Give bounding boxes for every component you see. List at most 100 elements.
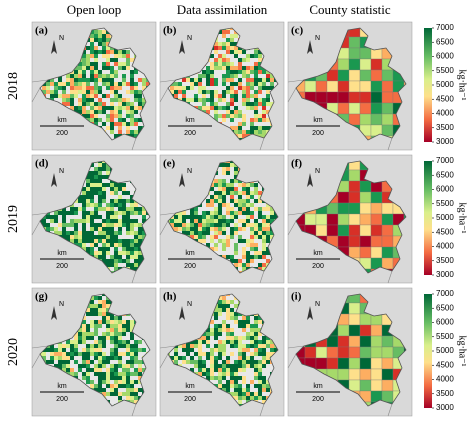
- raster-cell: [74, 223, 78, 227]
- raster-cell: [98, 312, 102, 316]
- raster-cell: [130, 328, 134, 332]
- raster-cell: [250, 66, 254, 70]
- raster-cell: [218, 372, 222, 376]
- raster-cell: [218, 98, 222, 102]
- raster-cell: [94, 356, 98, 360]
- raster-cell: [230, 62, 234, 66]
- raster-cell: [130, 360, 134, 364]
- raster-cell: [134, 94, 138, 98]
- raster-cell: [238, 211, 242, 215]
- raster-cell: [218, 231, 222, 235]
- raster-cell: [122, 199, 126, 203]
- raster-cell: [326, 357, 339, 370]
- raster-cell: [214, 179, 218, 183]
- raster-cell: [270, 348, 274, 352]
- raster-cell: [98, 167, 102, 171]
- raster-cell: [214, 78, 218, 82]
- raster-cell: [114, 255, 118, 259]
- neighbor-border: [387, 137, 393, 151]
- raster-cell: [230, 231, 234, 235]
- raster-cell: [246, 90, 250, 94]
- raster-cell: [266, 336, 270, 340]
- raster-cell: [86, 54, 90, 58]
- raster-cell: [110, 86, 114, 90]
- raster-cell: [122, 223, 126, 227]
- raster-cell: [86, 203, 90, 207]
- raster-cell: [186, 344, 190, 348]
- raster-cell: [238, 183, 242, 187]
- raster-cell: [122, 207, 126, 211]
- raster-cell: [46, 215, 50, 219]
- raster-cell: [186, 223, 190, 227]
- raster-cell: [186, 352, 190, 356]
- raster-cell: [90, 106, 94, 110]
- raster-cell: [134, 388, 138, 392]
- raster-cell: [242, 94, 246, 98]
- raster-cell: [214, 312, 218, 316]
- raster-cell: [230, 50, 234, 54]
- raster-cell: [98, 324, 102, 328]
- raster-cell: [242, 74, 246, 78]
- raster-cell: [114, 187, 118, 191]
- raster-cell: [218, 106, 222, 110]
- raster-cell: [122, 215, 126, 219]
- raster-cell: [222, 34, 226, 38]
- raster-cell: [222, 42, 226, 46]
- raster-cell: [70, 78, 74, 82]
- raster-cell: [234, 54, 238, 58]
- raster-cell: [370, 113, 383, 126]
- raster-cell: [238, 126, 242, 130]
- raster-cell: [146, 82, 150, 86]
- raster-cell: [234, 175, 238, 179]
- raster-cell: [86, 195, 90, 199]
- raster-cell: [90, 219, 94, 223]
- raster-cell: [118, 195, 122, 199]
- raster-cell: [62, 235, 66, 239]
- raster-cell: [258, 215, 262, 219]
- row-title: 2020: [6, 338, 21, 366]
- raster-cell: [254, 187, 258, 191]
- raster-cell: [194, 211, 198, 215]
- raster-cell: [134, 360, 138, 364]
- raster-cell: [106, 219, 110, 223]
- raster-cell: [134, 243, 138, 247]
- raster-cell: [94, 243, 98, 247]
- raster-cell: [126, 251, 130, 255]
- raster-cell: [122, 122, 126, 126]
- raster-cell: [274, 348, 278, 352]
- raster-cell: [94, 187, 98, 191]
- neighbor-border: [131, 270, 137, 284]
- raster-cell: [246, 332, 250, 336]
- raster-cell: [110, 336, 114, 340]
- raster-cell: [381, 202, 394, 215]
- raster-cell: [218, 207, 222, 211]
- raster-cell: [202, 223, 206, 227]
- raster-cell: [94, 239, 98, 243]
- raster-cell: [90, 30, 94, 34]
- raster-cell: [262, 388, 266, 392]
- raster-cell: [78, 332, 82, 336]
- raster-cell: [126, 223, 130, 227]
- raster-cell: [98, 195, 102, 199]
- raster-cell: [126, 66, 130, 70]
- raster-cell: [114, 372, 118, 376]
- raster-cell: [238, 227, 242, 231]
- raster-cell: [226, 300, 230, 304]
- raster-cell: [90, 42, 94, 46]
- raster-cell: [126, 328, 130, 332]
- raster-cell: [222, 243, 226, 247]
- raster-cell: [54, 215, 58, 219]
- raster-cell: [90, 54, 94, 58]
- raster-cell: [218, 199, 222, 203]
- raster-cell: [214, 106, 218, 110]
- raster-cell: [194, 227, 198, 231]
- raster-cell: [102, 161, 106, 163]
- raster-cell: [266, 356, 270, 360]
- raster-cell: [214, 227, 218, 231]
- raster-cell: [62, 344, 66, 348]
- raster-cell: [381, 113, 394, 126]
- raster-cell: [214, 94, 218, 98]
- raster-cell: [102, 62, 106, 66]
- raster-cell: [102, 372, 106, 376]
- raster-cell: [242, 70, 246, 74]
